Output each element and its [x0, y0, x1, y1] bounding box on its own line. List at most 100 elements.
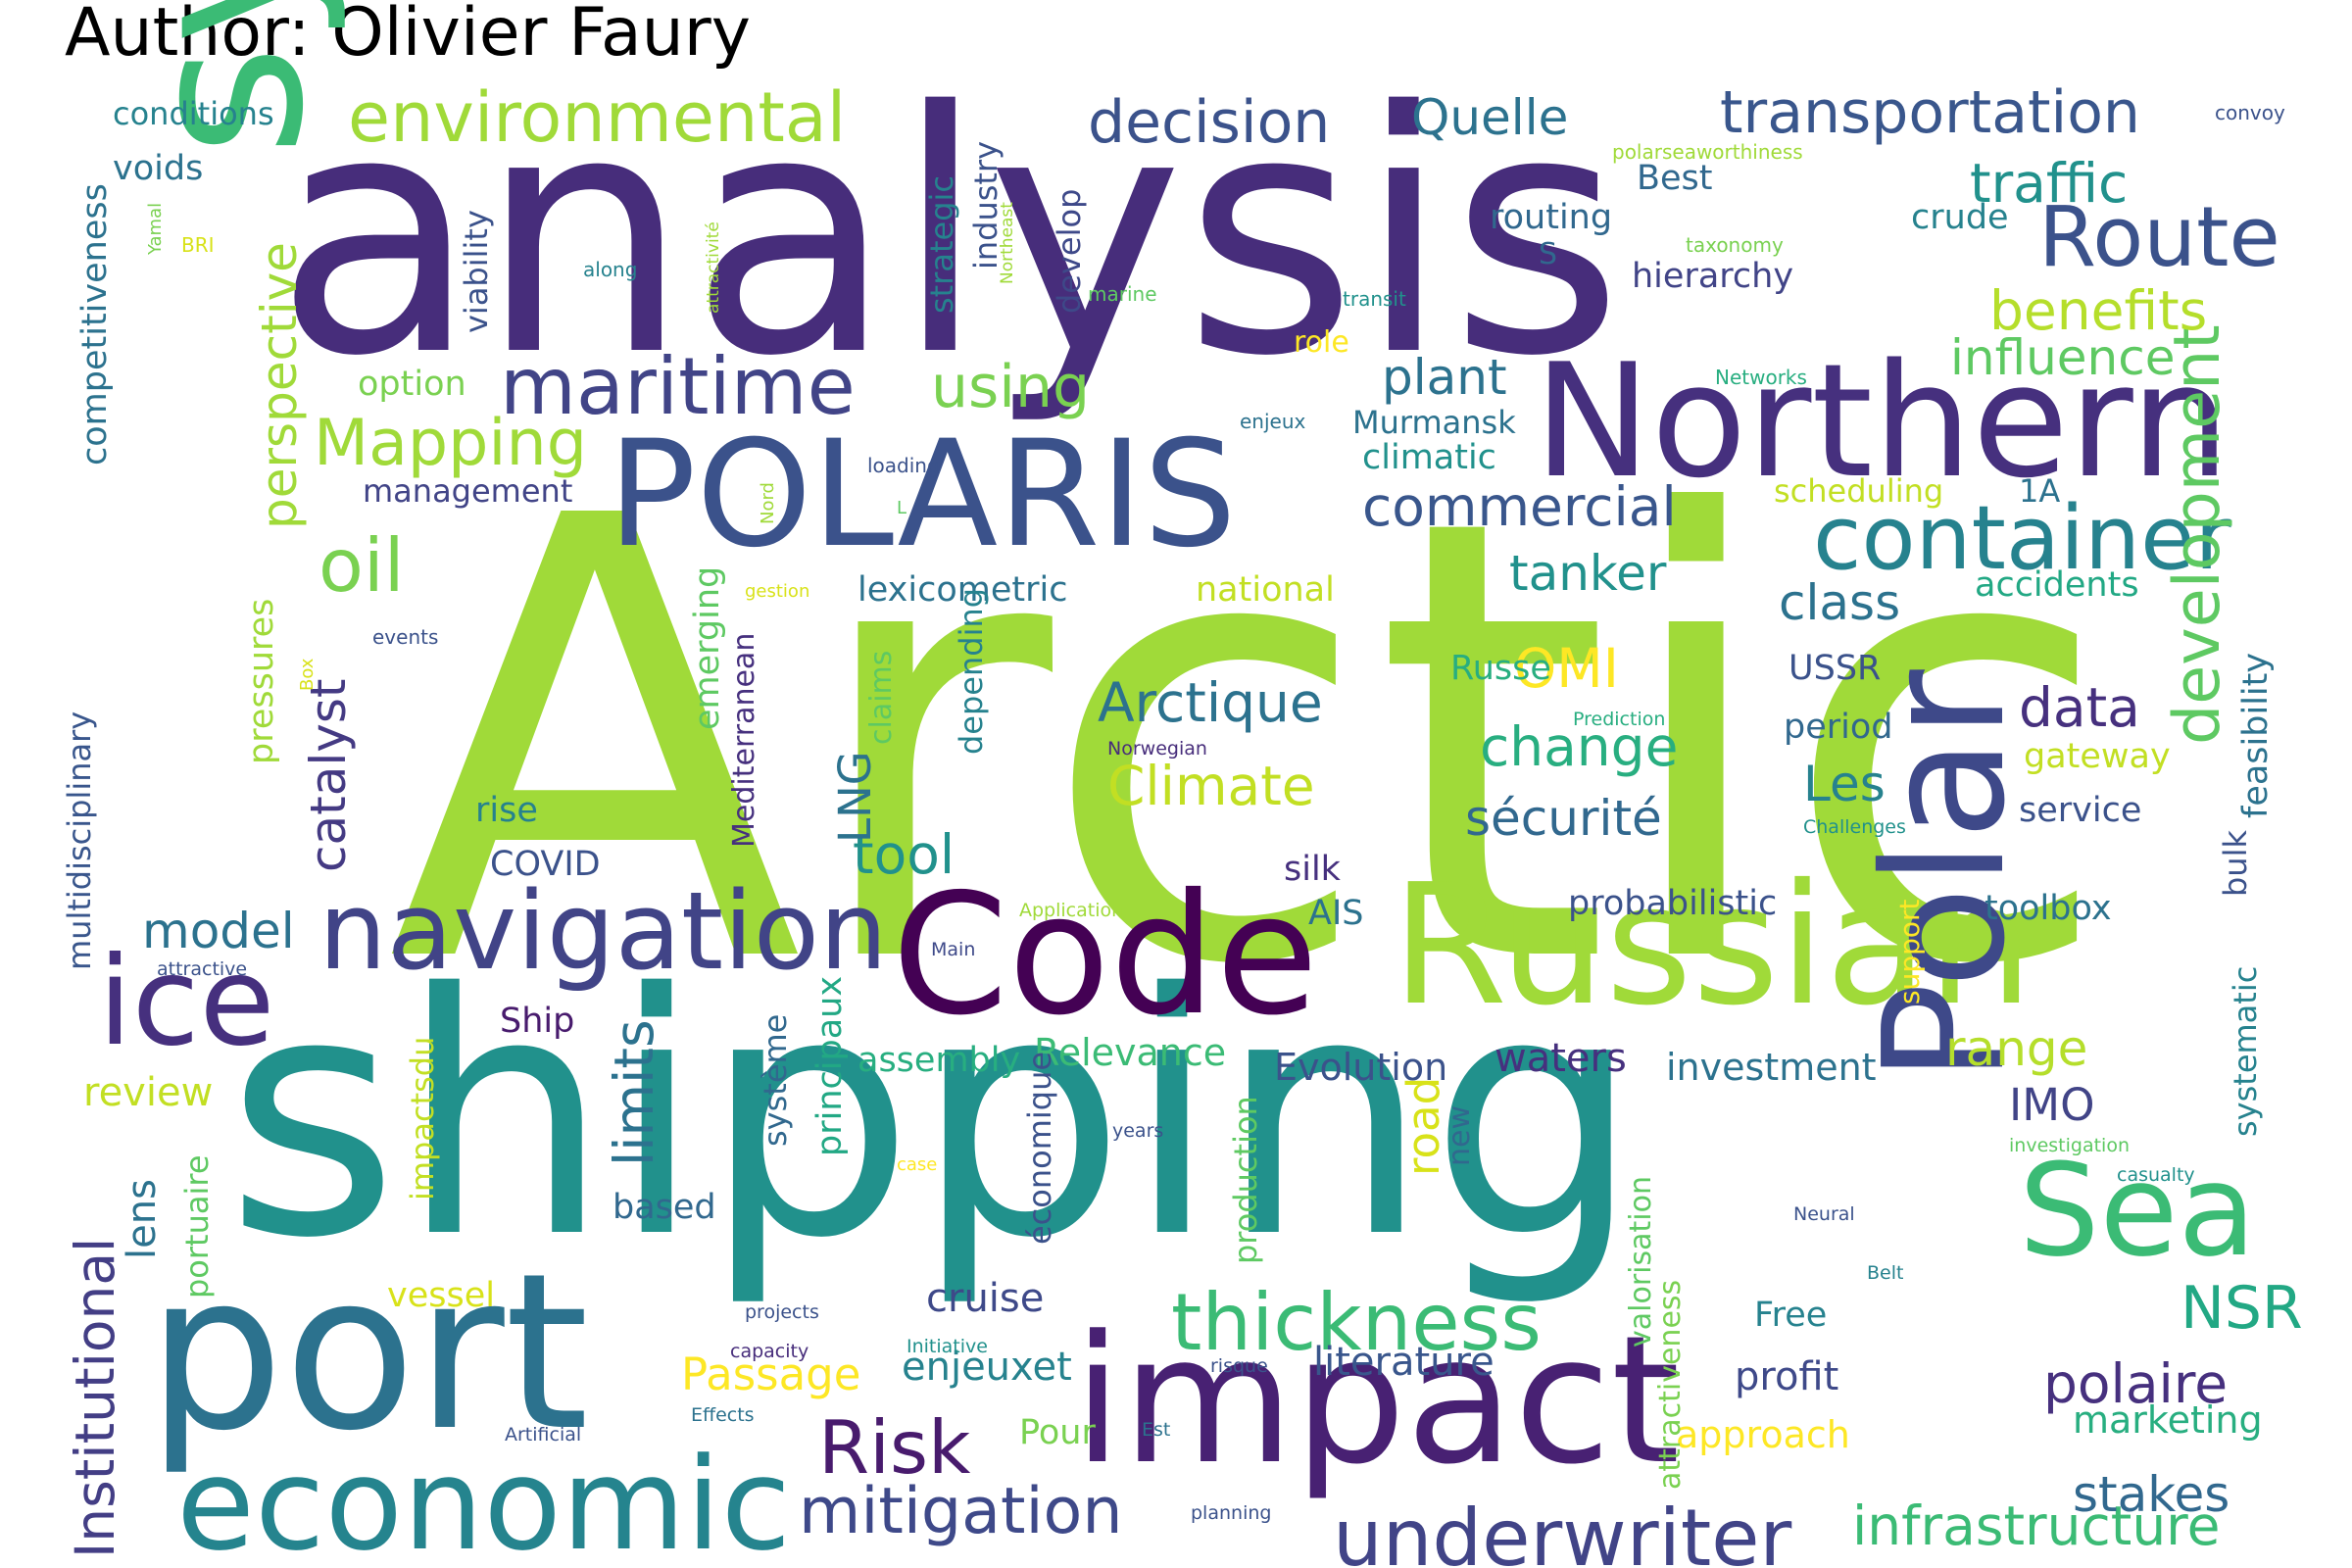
word-hierarchy: hierarchy: [1632, 257, 1794, 296]
word-environmental: environmental: [348, 77, 847, 158]
word-covid: COVID: [490, 845, 601, 884]
word-projects: projects: [745, 1301, 819, 1323]
word-mediterranean: Mediterranean: [727, 632, 761, 848]
word-tanker: tanker: [1509, 545, 1667, 602]
word-yamal: Yamal: [145, 202, 166, 255]
word-relevance: Relevance: [1034, 1031, 1227, 1074]
word-climatic: climatic: [1362, 438, 1496, 477]
word-change: change: [1480, 715, 1679, 778]
word-bulk: bulk: [2217, 829, 2254, 897]
word-assembly: assembly: [858, 1041, 1021, 1080]
word-thickness: thickness: [1171, 1277, 1542, 1368]
word-data: data: [2019, 676, 2140, 739]
word-marketing: marketing: [2073, 1398, 2263, 1442]
word-arctique: Arctique: [1098, 671, 1323, 734]
word-silk: silk: [1284, 850, 1341, 889]
word-murmansk: Murmansk: [1352, 404, 1516, 441]
word-casualty: casualty: [2117, 1164, 2195, 1186]
word-vessel: vessel: [387, 1276, 495, 1315]
word-route: Route: [2038, 189, 2280, 286]
word-crude: crude: [1911, 198, 2009, 237]
word-networks: Networks: [1715, 366, 1807, 389]
word-pressures: pressures: [242, 598, 281, 764]
word-traffic: traffic: [1970, 152, 2129, 215]
word-initiative: Initiative: [906, 1336, 988, 1357]
word-cruise: cruise: [926, 1276, 1045, 1321]
word-feasibility: feasibility: [2236, 652, 2276, 818]
word-events: events: [372, 625, 439, 649]
word-lens: lens: [120, 1179, 165, 1259]
word-navigation: navigation: [318, 868, 888, 994]
word-risk: Risk: [818, 1404, 971, 1491]
word-arctic: Arctic: [387, 391, 2115, 1098]
word-gateway: gateway: [2024, 737, 2171, 776]
word-using: using: [931, 353, 1091, 421]
word-new: new: [1443, 1104, 1477, 1166]
word-strategic: strategic: [923, 174, 960, 314]
word-passage: Passage: [681, 1348, 861, 1400]
word-bri: BRI: [181, 233, 215, 257]
word-ussr: USSR: [1788, 649, 1882, 688]
word-depending: depending: [953, 587, 990, 755]
word-rise: rise: [475, 791, 538, 830]
word-service: service: [2019, 791, 2142, 830]
word-securite: sécurité: [1465, 790, 1662, 847]
word-option: option: [358, 365, 466, 404]
word-viability: viability: [458, 210, 495, 333]
word-along: along: [583, 258, 638, 281]
word-economique: économique: [1021, 1051, 1058, 1245]
word-ice: ice: [98, 931, 275, 1073]
word-competitiveness: competitiveness: [75, 183, 115, 466]
word-system: system: [100, 0, 351, 157]
word-class: class: [1779, 574, 1901, 631]
word-develop: develop: [1051, 188, 1088, 314]
word-voids: voids: [113, 149, 204, 188]
word-road: road: [1397, 1076, 1449, 1176]
word-conditions: conditions: [113, 95, 274, 132]
word-enjeuxet: enjeuxet: [902, 1345, 1072, 1390]
word-est: Est: [1142, 1419, 1171, 1441]
word-planning: planning: [1191, 1502, 1272, 1524]
word-economic: economic: [176, 1430, 792, 1568]
word-main: Main: [931, 939, 976, 960]
word-stakes: stakes: [2073, 1466, 2230, 1523]
word-principaux: principaux: [810, 975, 850, 1156]
word-systeme: système: [757, 1013, 794, 1147]
word-application: Application: [1019, 900, 1124, 921]
word-investment: investment: [1666, 1046, 1877, 1089]
word-lng: LNG: [829, 751, 881, 843]
word-challenges: Challenges: [1803, 816, 1906, 838]
word-portuaire: portuaire: [178, 1154, 216, 1298]
word-impact: impact: [1073, 1298, 1681, 1503]
word-nord: Nord: [758, 482, 778, 524]
word-case: case: [897, 1154, 938, 1175]
word-catalyst: catalyst: [300, 678, 357, 872]
word-imo: IMO: [2009, 1079, 2095, 1131]
word-institutional: Institutional: [64, 1237, 126, 1558]
word-profit: profit: [1735, 1354, 1839, 1399]
word-prediction: Prediction: [1573, 709, 1666, 730]
word-literature: literature: [1313, 1340, 1494, 1385]
word-polaire: polaire: [2043, 1352, 2229, 1415]
word-convoy: convoy: [2215, 101, 2285, 124]
word-development: development: [2161, 324, 2234, 745]
word-belt: Belt: [1867, 1262, 1904, 1284]
word-polarseaworthiness: polarseaworthiness: [1612, 140, 1803, 164]
word-artificial: Artificial: [505, 1424, 582, 1446]
word-enjeux: enjeux: [1240, 410, 1306, 433]
word-port: port: [147, 1227, 589, 1478]
word-perspective: perspective: [251, 242, 308, 529]
word-attractive: attractive: [157, 958, 248, 980]
word-risque: risque: [1210, 1355, 1268, 1377]
word-analysis: analysis: [274, 41, 1624, 429]
word-multidisciplinary: multidisciplinary: [61, 710, 98, 970]
word-investigation: investigation: [2009, 1135, 2130, 1156]
word-emerging: emerging: [688, 565, 727, 730]
word-free: Free: [1754, 1296, 1828, 1335]
word-influence: influence: [1950, 329, 2176, 386]
word-mapping: Mapping: [314, 407, 587, 480]
word-valorisation: valorisation: [1624, 1176, 1658, 1348]
word-plant: plant: [1382, 349, 1507, 406]
word-range: range: [1945, 1020, 2088, 1077]
